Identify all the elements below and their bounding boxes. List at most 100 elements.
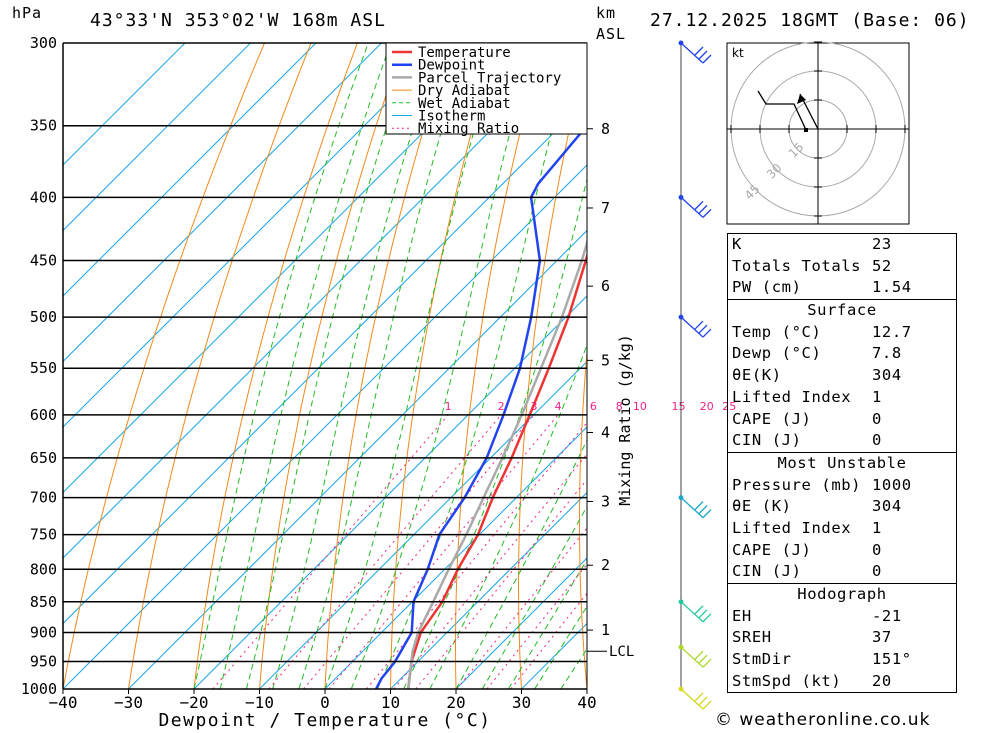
mu-pressure: Pressure (mb) 1000 [732, 475, 912, 494]
wind-barb [678, 599, 712, 623]
isotherm-line [324, 426, 587, 689]
wet-adiabat-line [350, 43, 535, 689]
km-tick-label: 3 [601, 492, 610, 510]
surface-temp: Temp (°C) 12.7 [732, 322, 912, 341]
km-tick-label: 7 [601, 199, 610, 217]
mu-cape: CAPE (J) 0 [732, 540, 882, 559]
x-tick-label: 0 [320, 693, 330, 712]
pressure-tick-label: 750 [30, 526, 57, 544]
pressure-tick-label: 350 [30, 117, 57, 135]
pressure-tick-label: 550 [30, 359, 57, 377]
wind-barb [678, 40, 712, 64]
wet-adiabat-line [193, 43, 369, 689]
isotherm-line [63, 43, 448, 428]
index-pw: PW (cm) 1.54 [732, 278, 912, 297]
x-tick-label: 40 [577, 693, 596, 712]
wet-adiabat-line [245, 43, 416, 689]
surface-cape: CAPE (J) 0 [732, 409, 882, 428]
lcl-label: LCL [609, 644, 634, 660]
x-tick-label: 20 [446, 693, 465, 712]
pressure-tick-label: 400 [30, 188, 57, 206]
wet-adiabat-line [298, 43, 469, 689]
mixing-ratio-line [212, 414, 449, 689]
mixing-ratio-line [328, 414, 559, 689]
dry-adiabat-line [639, 43, 683, 689]
wind-barb [678, 314, 712, 338]
hodograph-unit-label: kt [732, 46, 744, 60]
pressure-tick-label: 300 [30, 34, 57, 52]
wind-barb [678, 495, 712, 519]
hodo-sreh: SREH 37 [732, 628, 892, 647]
x-tick-label: 30 [512, 693, 531, 712]
x-tick-label: −20 [180, 693, 209, 712]
km-tick-label: 5 [601, 351, 610, 369]
dry-adiabat-line [518, 51, 587, 689]
km-tick-label: 8 [601, 120, 610, 138]
wet-adiabat-line [376, 43, 575, 689]
location-title: 43°33'N 353°02'W 168m ASL [90, 10, 386, 31]
pressure-tick-label: 450 [30, 252, 57, 270]
copyright: © weatheronline.co.uk [715, 710, 931, 730]
index-totals-totals: Totals Totals 52 [732, 256, 892, 275]
dry-adiabat-line [455, 43, 544, 689]
surface-dewp: Dewp (°C) 7.8 [732, 344, 902, 363]
legend-label: Dewpoint [418, 58, 485, 74]
hodo-stmspd: StmSpd (kt) 20 [732, 671, 892, 690]
isotherm-line [390, 491, 587, 689]
wind-barb [678, 644, 712, 668]
isotherm-line [63, 43, 317, 297]
km-tick-label: 4 [601, 424, 610, 442]
indices-table: K 23 Totals Totals 52 PW (cm) 1.54 Surface … [727, 233, 957, 694]
dry-adiabat-line [696, 43, 729, 689]
x-tick-label: −40 [49, 693, 78, 712]
isotherm-line [128, 229, 587, 689]
hodograph-heading: Hodograph [728, 583, 956, 606]
wet-adiabat-line [219, 43, 392, 689]
legend-label: Parcel Trajectory [418, 70, 561, 86]
x-tick-label: 10 [381, 693, 400, 712]
asl-label: ASL [596, 25, 627, 43]
mixing-ratio-label: 2 [498, 400, 505, 413]
mu-lifted-index: Lifted Index 1 [732, 518, 882, 537]
wet-adiabat-line [403, 177, 587, 689]
legend-label: Dry Adiabat [418, 83, 511, 99]
pressure-tick-label: 800 [30, 560, 57, 578]
surface-theta-e: θE(K) 304 [732, 366, 902, 385]
dry-adiabat-line [324, 43, 451, 689]
mixing-ratio-label: 4 [555, 400, 562, 413]
isotherm-line [63, 43, 513, 494]
km-tick-label: 6 [601, 277, 610, 295]
wet-adiabat-line [429, 343, 587, 689]
dry-adiabat-line [958, 43, 1000, 689]
mixing-ratio-label: 15 [671, 400, 685, 413]
pressure-tick-label: 650 [30, 449, 57, 467]
surface-heading: Surface [728, 299, 956, 322]
mixing-ratio-line [456, 527, 587, 689]
mixing-ratio-line [365, 421, 587, 689]
legend-label: Temperature [418, 45, 511, 61]
isotherm-line [63, 43, 382, 363]
x-axis-label: Dewpoint / Temperature (°C) [158, 710, 491, 731]
mu-cin: CIN (J) 0 [732, 562, 882, 581]
wind-barb [678, 686, 712, 710]
isotherm-line [63, 43, 579, 559]
hodograph-point [804, 128, 808, 132]
pressure-tick-label: 600 [30, 406, 57, 424]
mixing-ratio-label: 1 [445, 400, 452, 413]
mixing-ratio-label: 3 [530, 400, 537, 413]
pressure-tick-label: 500 [30, 308, 57, 326]
hodo-eh: EH -21 [732, 606, 902, 625]
surface-cin: CIN (J) 0 [732, 431, 882, 450]
pressure-tick-label: 850 [30, 593, 57, 611]
x-tick-label: −10 [245, 693, 274, 712]
isotherm-line [259, 360, 587, 689]
dry-adiabat-line [63, 43, 265, 689]
wind-barb [678, 194, 712, 218]
x-tick-label: −30 [114, 693, 143, 712]
pressure-tick-label: 950 [30, 652, 57, 670]
hodo-stmdir: StmDir 151° [732, 650, 912, 669]
pressure-tick-label: 1000 [21, 680, 57, 698]
most-unstable-heading: Most Unstable [728, 451, 956, 475]
